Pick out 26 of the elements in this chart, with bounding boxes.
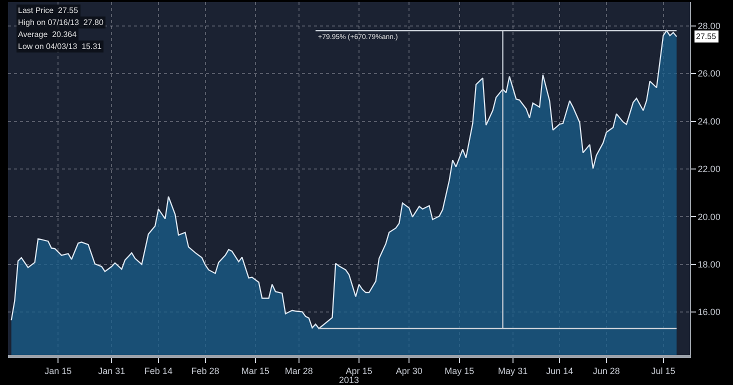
y-tick-label: 28.00 [698,21,720,31]
x-tick-label: Mar 28 [284,366,313,376]
annotation: 27.55 [696,32,717,41]
x-tick-label: Mar 15 [241,366,270,376]
x-tick-label: Jun 14 [546,366,574,376]
x-tick-label: Jun 28 [592,366,620,376]
annotation: Low on 04/03/13 15.31 [18,42,102,51]
y-tick-label: 18.00 [698,260,720,270]
y-tick-label: 26.00 [698,68,720,79]
x-tick-label: May 31 [498,366,528,376]
x-tick-label: Jan 15 [44,366,72,376]
x-tick-label: Jan 31 [98,366,126,376]
x-tick-label: Feb 14 [144,366,172,376]
annotation: Average 20.364 [18,30,78,39]
x-tick-label: Apr 30 [396,366,422,376]
y-tick-label: 20.00 [698,212,720,222]
x-tick-label: Apr 15 [346,366,372,376]
x-tick-label: May 15 [444,366,474,376]
y-tick-label: 24.00 [698,116,720,126]
x-tick-label: Jul 15 [651,366,676,376]
y-tick-label: 22.00 [698,164,720,174]
x-axis-title: 2013 [338,375,360,385]
y-tick-label: 16.00 [698,307,720,318]
x-tick-label: Feb 28 [191,366,220,376]
annotation: Last Price 27.55 [18,6,79,15]
annotation: High on 07/16/13 27.80 [18,18,104,27]
